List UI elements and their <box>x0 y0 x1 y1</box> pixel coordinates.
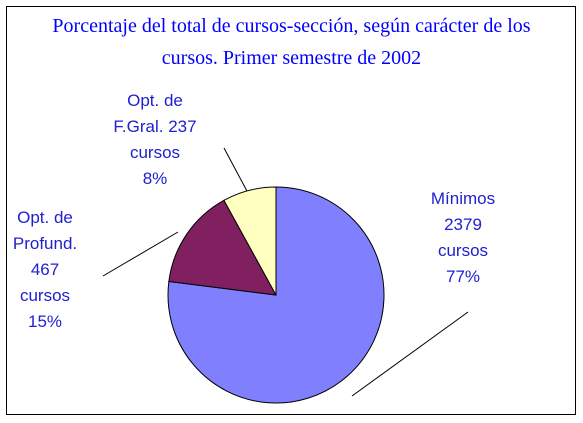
slice-label: Opt. de Profund. 467 cursos 15% <box>2 205 88 335</box>
value-label: 15% <box>27 312 63 331</box>
value-label: 77% <box>445 267 481 286</box>
category-name: Opt. de F.Gral. <box>113 91 183 136</box>
category-name: Opt. de Profund. <box>12 208 78 253</box>
count-label: 467 <box>30 260 60 279</box>
unit-label: cursos <box>129 143 181 162</box>
count-label: 237 <box>168 117 197 136</box>
slice-label: Opt. de F.Gral. 237 cursos 8% <box>100 88 210 192</box>
chart-frame <box>6 6 576 415</box>
leader-line <box>223 147 249 194</box>
category-name: Mínimos <box>430 189 496 208</box>
pie-slice <box>223 186 277 296</box>
count-label: 2379 <box>444 215 482 234</box>
pie-slice <box>168 199 277 296</box>
chart-title: Porcentaje del total de cursos-sección, … <box>52 15 531 69</box>
value-label: 8% <box>142 169 168 188</box>
leader-line <box>351 311 469 397</box>
unit-label: cursos <box>19 286 71 305</box>
leader-line <box>102 231 179 277</box>
slice-label: Mínimos 2379 cursos 77% <box>418 186 508 290</box>
unit-label: cursos <box>437 241 489 260</box>
